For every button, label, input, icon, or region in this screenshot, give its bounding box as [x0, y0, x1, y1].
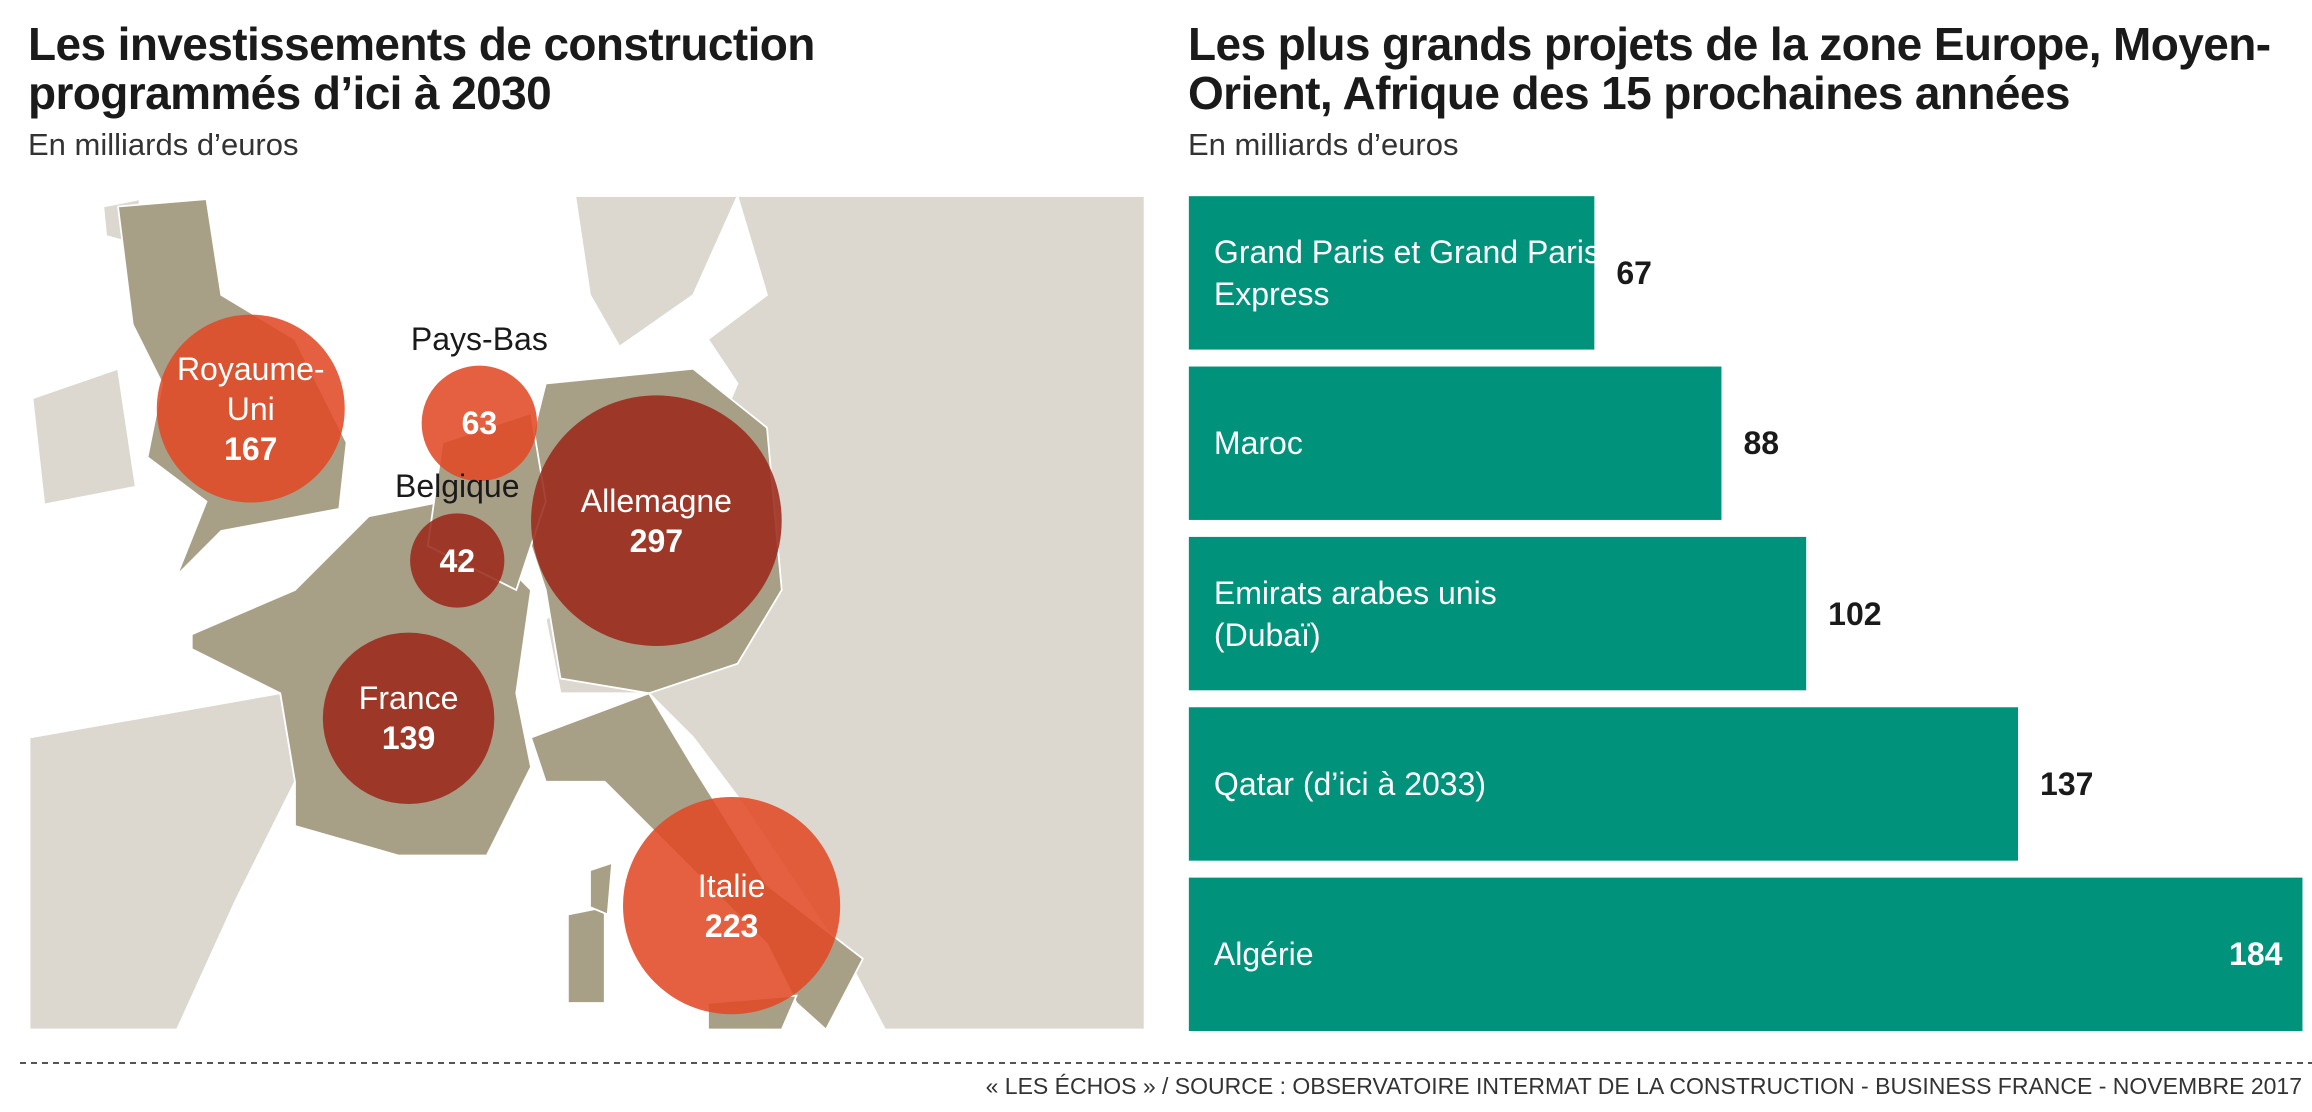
map-subtitle: En milliards d’euros	[28, 127, 299, 162]
bar	[1188, 877, 2303, 1032]
bar-value: 184	[2229, 936, 2283, 973]
bar-category: Algérie	[1213, 936, 1314, 973]
bubble-label: Royaume-Uni	[176, 350, 325, 427]
bar	[1188, 366, 1722, 520]
bubble	[322, 632, 495, 805]
bar-category: Grand Paris et Grand Paris Express	[1213, 233, 1600, 312]
bubble-text: Italie 223	[637, 806, 827, 1006]
source: « LES ÉCHOS » / SOURCE : OBSERVATOIRE IN…	[985, 1073, 2302, 1099]
bar-value: 137	[2040, 765, 2094, 802]
bubble-text: Royaume-Uni 167	[156, 309, 346, 509]
bar-value: 88	[1743, 425, 1780, 462]
bubble-label: Pays-Bas	[410, 320, 548, 357]
bar-value: 67	[1616, 254, 1652, 291]
bubble-label: Belgique	[394, 468, 520, 505]
bubble-label: Allemagne	[580, 482, 732, 519]
bubble-value: 297	[629, 522, 684, 559]
bar	[1188, 707, 2019, 861]
bubble-label: Italie	[697, 867, 766, 904]
bar-category: Qatar (d’ici à 2033)	[1213, 765, 1487, 802]
bar-title: Les plus grands projets de la zone Europ…	[1188, 18, 2271, 119]
bubble-text: France 139	[314, 618, 504, 818]
bubble	[421, 365, 538, 482]
bar-category: Emirats arabes unis (Dubaï)	[1213, 574, 1497, 653]
bar-category: Maroc	[1213, 425, 1303, 462]
map-title: Les investissements de construction prog…	[28, 18, 815, 119]
bubble-value: 223	[704, 907, 759, 944]
bubble	[156, 314, 345, 503]
bubble	[410, 513, 505, 608]
bar-subtitle: En milliards d’euros	[1188, 127, 1459, 162]
bubble	[623, 797, 841, 1015]
bubble-value: 167	[224, 430, 278, 467]
bar	[1188, 536, 1807, 691]
bubble-value: 139	[381, 720, 436, 757]
bar	[1188, 196, 1595, 350]
bubble	[531, 395, 782, 646]
bubble-text: Allemagne 297	[561, 421, 751, 621]
bubble-label: France	[358, 680, 459, 717]
bubble-value: 42	[439, 542, 476, 579]
bar-value: 102	[1828, 595, 1882, 632]
bubble-value: 63	[461, 405, 498, 442]
